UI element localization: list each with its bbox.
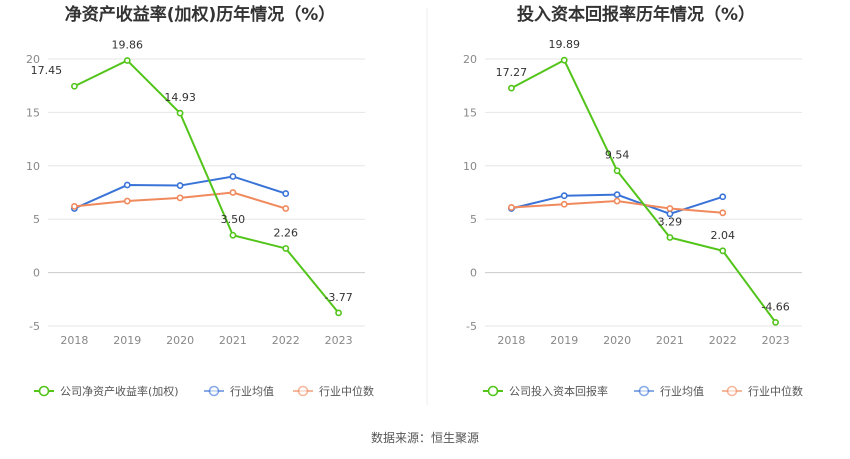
y-tick-label: 15	[463, 106, 477, 119]
y-tick-label: -5	[29, 320, 40, 333]
data-label: 3.29	[658, 215, 683, 228]
legend-label: 行业均值	[660, 385, 704, 398]
data-point	[123, 181, 131, 189]
legend-label: 公司净资产收益率(加权)	[60, 384, 179, 398]
legend-label: 行业均值	[230, 385, 274, 398]
data-point	[613, 191, 621, 199]
y-tick-label: 5	[33, 213, 40, 226]
data-label: 2.04	[711, 229, 736, 242]
x-tick-label: 2020	[166, 334, 194, 347]
legend-label: 行业中位数	[748, 384, 803, 398]
legend-marker-icon	[726, 385, 738, 397]
data-label: -4.66	[761, 300, 789, 313]
data-label: 3.50	[221, 213, 246, 226]
data-point	[176, 194, 184, 202]
data-point	[123, 57, 131, 64]
data-point	[666, 234, 674, 241]
legend-item[interactable]: 行业均值	[204, 385, 274, 398]
data-point	[613, 197, 621, 205]
data-point	[666, 205, 674, 212]
data-point	[560, 200, 568, 208]
data-label: 2.26	[274, 226, 299, 239]
data-point	[719, 209, 727, 217]
x-tick-label: 2023	[325, 334, 353, 347]
chart-roe: 净资产收益率(加权)历年情况（%） -5 0 5 10 15 20 2018 2019 2020 2…	[26, 4, 374, 398]
legend-item[interactable]: 行业中位数	[722, 384, 803, 398]
y-tick-label: -5	[466, 320, 477, 333]
y-tick-label: 10	[26, 160, 40, 173]
chart-title: 投入资本回报率历年情况（%）	[517, 4, 755, 25]
data-label: 14.93	[164, 91, 196, 104]
legend-label: 公司投入资本回报率	[509, 384, 608, 398]
x-tick-label: 2018	[497, 334, 525, 347]
y-tick-label: 0	[33, 267, 40, 280]
x-tick-label: 2020	[603, 334, 631, 347]
data-point	[508, 84, 515, 92]
y-tick-label: 20	[26, 53, 40, 66]
series-line	[510, 58, 777, 323]
chart-roic: 投入资本回报率历年情况（%） -5 0 5 10 15 20 2018 2019 2020 2021…	[463, 4, 803, 398]
x-tick-label: 2021	[656, 334, 684, 347]
legend-item[interactable]: 公司投入资本回报率	[483, 384, 608, 398]
data-point	[282, 205, 290, 212]
x-tick-label: 2019	[550, 334, 578, 347]
data-label: 19.86	[112, 38, 144, 51]
data-label: 17.45	[31, 64, 63, 77]
chart-title: 净资产收益率(加权)历年情况（%）	[65, 4, 336, 25]
data-point	[282, 190, 290, 197]
data-label: 19.89	[549, 38, 581, 51]
legend-marker-icon	[638, 385, 650, 397]
data-point	[282, 245, 290, 252]
x-tick-label: 2023	[762, 334, 790, 347]
legend-marker-icon	[487, 385, 499, 397]
x-tick-label: 2019	[113, 334, 141, 347]
data-point	[229, 189, 237, 196]
y-tick-label: 20	[463, 53, 477, 66]
y-tick-label: 5	[470, 213, 477, 226]
y-tick-label: 15	[26, 106, 40, 119]
series-line	[73, 59, 340, 314]
data-point	[123, 197, 131, 205]
data-point	[229, 173, 237, 180]
y-tick-label: 10	[463, 160, 477, 173]
legend-item[interactable]: 行业中位数	[293, 384, 374, 398]
data-point	[229, 231, 237, 239]
x-tick-label: 2018	[60, 334, 88, 347]
data-point	[176, 109, 184, 117]
data-point	[560, 56, 568, 64]
legend-label: 行业中位数	[319, 384, 374, 398]
data-point	[335, 309, 342, 317]
data-point	[176, 182, 184, 189]
legend-item[interactable]: 行业均值	[634, 385, 704, 398]
data-point	[560, 192, 568, 200]
x-tick-label: 2022	[709, 334, 737, 347]
legend-marker-icon	[38, 385, 50, 397]
data-point	[71, 202, 78, 210]
legend-item[interactable]: 公司净资产收益率(加权)	[34, 384, 179, 398]
legend-marker-icon	[208, 385, 220, 397]
y-tick-label: 0	[470, 267, 477, 280]
x-tick-label: 2021	[219, 334, 247, 347]
data-point	[508, 204, 515, 211]
data-source-label: 数据来源：恒生聚源	[371, 430, 479, 445]
data-label: 9.54	[605, 149, 630, 162]
data-point	[719, 247, 727, 255]
data-label: -3.77	[324, 291, 352, 304]
x-tick-label: 2022	[272, 334, 300, 347]
data-point	[613, 167, 621, 175]
data-point	[719, 193, 727, 201]
legend-marker-icon	[297, 385, 309, 397]
data-label: 17.27	[496, 66, 528, 79]
data-point	[71, 82, 78, 90]
data-point	[772, 318, 779, 326]
